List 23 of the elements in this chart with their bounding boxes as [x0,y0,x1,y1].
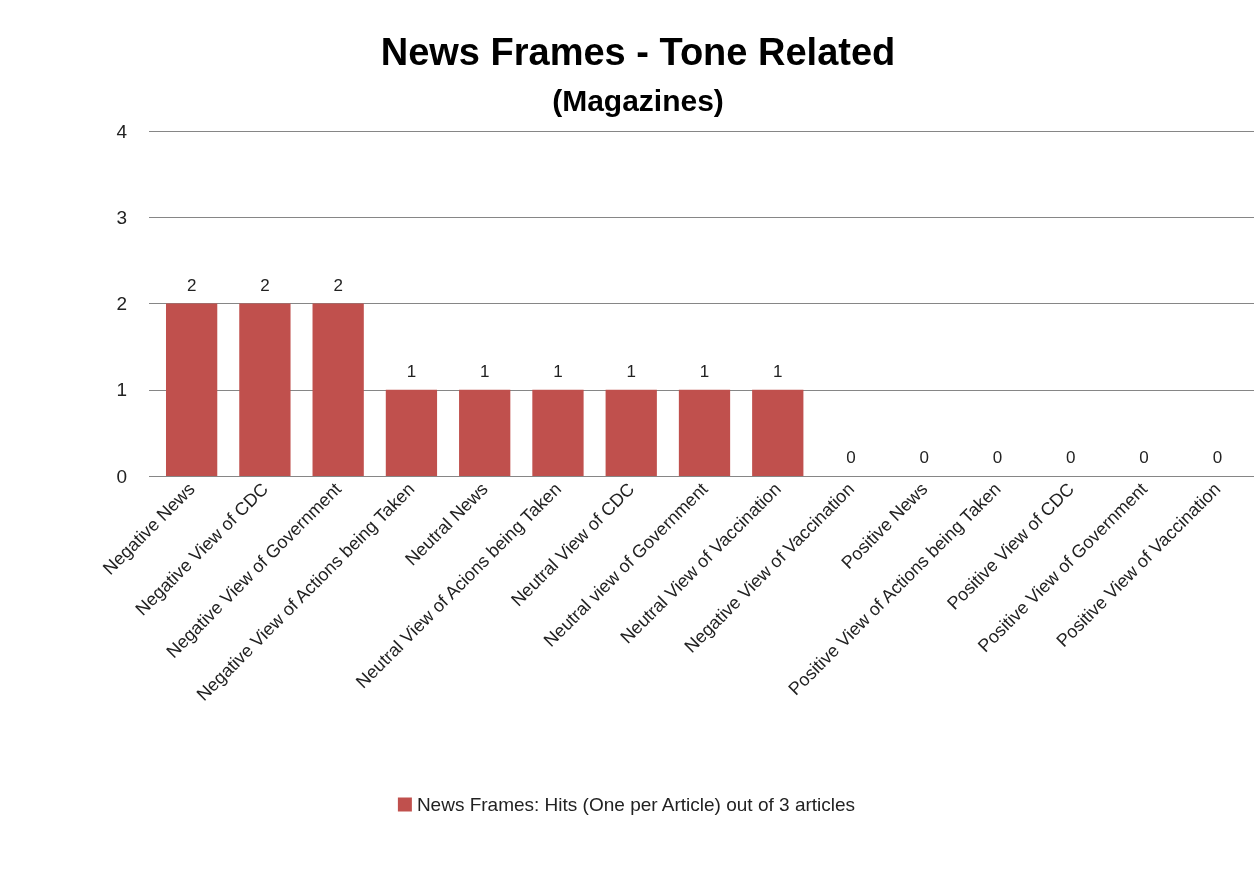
data-label: 1 [773,361,783,381]
y-tick-label: 2 [116,293,127,314]
data-label: 0 [846,448,856,467]
data-label: 2 [260,275,270,295]
y-tick-label: 3 [116,206,127,228]
data-label: 2 [186,275,197,295]
legend-label: News Frames: Hits (One per Article) out of 3 articles [416,794,856,815]
chart-title: News Frames - Tone Related [380,31,896,73]
data-label: 1 [626,361,636,381]
data-label: 0 [1139,448,1149,467]
data-label: 1 [406,361,417,381]
data-label: 0 [1212,448,1223,467]
y-tick-label: 0 [116,465,127,487]
data-label: 2 [333,275,343,295]
data-label: 0 [919,448,930,467]
data-label: 0 [992,448,1003,467]
chart-subtitle: (Magazines) [552,83,724,117]
data-label: 0 [1066,448,1076,467]
y-tick-label: 4 [116,120,128,142]
data-label: 1 [553,361,563,381]
y-tick-label: 1 [116,379,127,401]
data-label: 1 [699,361,710,381]
data-label: 1 [479,361,490,381]
